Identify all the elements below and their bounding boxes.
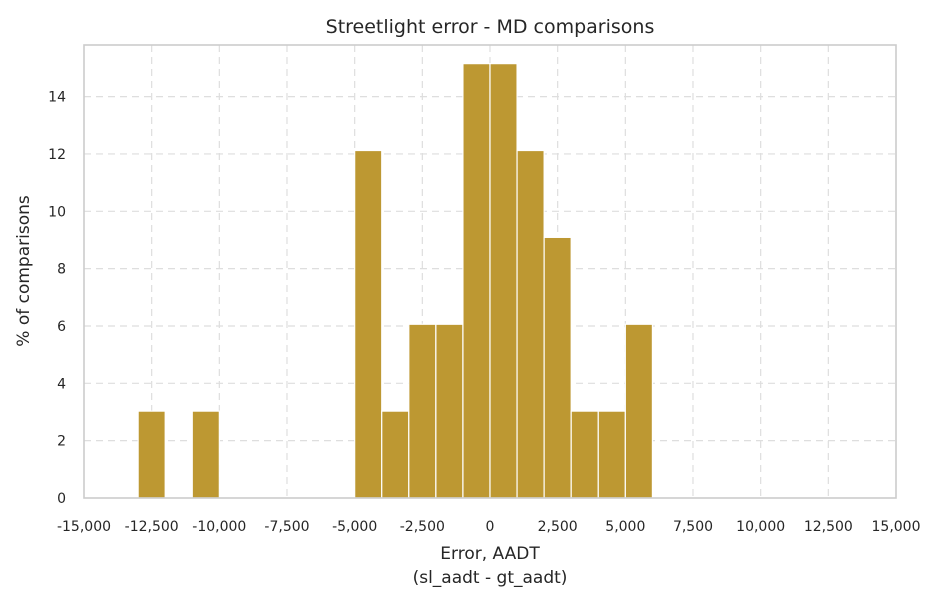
- x-tick-label: 2,500: [538, 519, 578, 535]
- x-tick-label: -12,500: [125, 519, 179, 535]
- x-tick-label: 15,000: [872, 519, 921, 535]
- y-tick-label: 12: [48, 147, 66, 163]
- histogram-bar: [597, 410, 626, 499]
- histogram-bar: [191, 410, 220, 499]
- y-tick-label: 10: [48, 204, 66, 220]
- x-tick-label: 7,500: [673, 519, 713, 535]
- histogram-bar: [624, 323, 653, 499]
- histogram-bar: [462, 63, 491, 499]
- histogram-bar: [354, 149, 383, 499]
- y-axis-label: % of comparisons: [14, 195, 34, 347]
- y-tick-label: 6: [57, 319, 66, 335]
- x-tick-label: 5,000: [605, 519, 645, 535]
- histogram-bar: [381, 410, 410, 499]
- x-axis-label: Error, AADT: [440, 544, 540, 564]
- histogram-bar: [435, 323, 464, 499]
- x-tick-label: 10,000: [736, 519, 785, 535]
- histogram-bar: [543, 236, 572, 499]
- histogram-bar: [408, 323, 437, 499]
- y-tick-label: 4: [57, 376, 66, 392]
- x-tick-label: 12,500: [804, 519, 853, 535]
- x-tick-label: 0: [486, 519, 495, 535]
- y-tick-label: 8: [57, 262, 66, 278]
- histogram-bar: [516, 149, 545, 499]
- x-tick-label: -2,500: [400, 519, 445, 535]
- histogram-bar: [489, 63, 518, 499]
- x-tick-label: -10,000: [192, 519, 246, 535]
- y-tick-label: 14: [48, 90, 66, 106]
- histogram-bar: [137, 410, 166, 499]
- plot-frame: [83, 44, 897, 499]
- x-tick-label: -7,500: [264, 519, 309, 535]
- x-axis-label-formula: (sl_aadt - gt_aadt): [413, 568, 568, 588]
- x-tick-labels: -15,000 -12,500 -10,000 -7,500 -5,000 -2,500 0…: [57, 519, 921, 535]
- y-tick-labels: 0 2 4 6 8 10 12 14: [48, 90, 66, 507]
- x-tick-label: -5,000: [332, 519, 377, 535]
- x-tick-label: -15,000: [57, 519, 111, 535]
- chart-title: Streetlight error - MD comparisons: [326, 16, 655, 38]
- y-tick-label: 0: [57, 491, 66, 507]
- y-tick-label: 2: [57, 434, 66, 450]
- bars: [137, 63, 653, 499]
- histogram-bar: [570, 410, 599, 499]
